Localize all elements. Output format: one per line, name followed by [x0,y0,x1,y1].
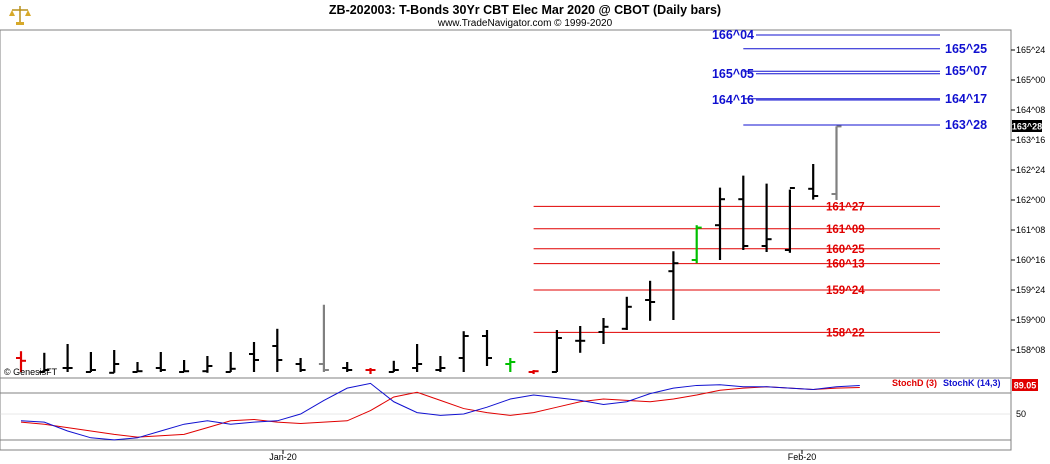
ohlc-bar [528,370,539,374]
ohlc-bar [458,331,469,372]
chart-subtitle: www.TradeNavigator.com © 1999-2020 [437,18,613,29]
last-price-badge: 163^28 [1012,120,1042,132]
ohlc-bar [738,175,749,250]
price-tick-label: 165^24 [1016,45,1045,55]
ohlc-bar [784,187,795,253]
ohlc-bar [482,330,492,366]
price-tick-label: 163^16 [1016,135,1045,145]
level-label: 159^24 [826,285,865,297]
price-tick-label: 158^08 [1016,345,1045,355]
ohlc-bar [505,358,516,372]
level-label: 163^28 [945,118,987,132]
ohlc-bar [691,225,702,264]
stoch-series-line [20,386,860,438]
price-tick-label: 159^24 [1016,285,1045,295]
stoch-last-value: 89.05 [1014,381,1037,391]
ohlc-bar [179,360,190,373]
ohlc-bar [761,183,772,252]
price-tick-label: 160^16 [1016,255,1045,265]
date-tick-label: Jan-20 [269,452,297,462]
ohlc-bar [621,296,632,330]
ohlc-bar [62,344,73,372]
level-label: 160^13 [826,259,865,271]
ohlc-bar [435,356,446,372]
ohlc-bar [831,125,842,200]
ohlc-bar [132,362,143,373]
price-tick-label: 164^08 [1016,105,1045,115]
level-label: 161^27 [826,201,865,213]
stoch-series-line [20,382,860,441]
price-tick-label: 162^00 [1016,195,1045,205]
level-label: 164^17 [945,92,987,106]
ohlc-bar [715,187,725,260]
level-label: 160^25 [826,244,865,256]
level-label: 165^25 [945,42,987,56]
ohlc-bar [365,368,376,374]
level-label: 158^22 [826,327,865,339]
watermark: © GenesisFT [4,367,58,377]
ohlc-bar [272,328,283,372]
date-axis: Jan-20 Feb-20 [269,450,816,462]
stochastic-lines: 50 [0,382,1026,441]
ohlc-bar [249,342,259,372]
ohlc-bar [39,352,50,373]
ohlc-bar [295,358,306,372]
price-axis: 165^24 165^00 164^08 163^16 162^24 162^00 161^… [1011,45,1045,355]
level-label: 165^07 [945,64,987,78]
ohlc-bar [342,362,353,372]
ohlc-bars [16,125,842,374]
level-label: 165^05 [712,67,754,81]
ohlc-bar [109,350,120,374]
ohlc-bar [202,356,213,373]
ohlc-bar [388,360,399,373]
ohlc-bar [85,352,96,373]
stoch-last-badge: 89.05 [1012,379,1038,391]
price-tick-label: 165^00 [1016,75,1045,85]
balance-scale-icon [9,6,31,25]
ohlc-bar [645,280,656,321]
last-price-label: 163^28 [1012,122,1042,132]
ohlc-bar [575,326,586,353]
ohlc-bar [551,330,562,373]
price-tick-label: 162^24 [1016,165,1045,175]
price-tick-label: 161^08 [1016,225,1045,235]
ohlc-bar [412,344,423,372]
ohlc-bar [225,352,236,373]
level-label: 161^09 [826,224,865,236]
chart-title: ZB-202003: T-Bonds 30Yr CBT Elec Mar 202… [329,3,721,17]
legend-stochk: StochK (14,3) [943,378,1001,388]
ohlc-bar [808,164,819,200]
legend-stochd: StochD (3) [892,378,937,388]
price-tick-label: 159^00 [1016,315,1045,325]
ohlc-bar [598,318,609,344]
level-lines: 166^04 165^25 165^07 165^05 164^17 164^16 163^… [533,28,987,339]
level-label: 166^04 [712,28,754,42]
ohlc-bar [155,352,166,372]
stoch-tick-label: 50 [1016,409,1026,419]
ohlc-bar [668,251,679,320]
level-label: 164^16 [712,93,754,107]
ohlc-bar [16,351,26,372]
date-tick-label: Feb-20 [788,452,817,462]
ohlc-bar [318,304,329,372]
